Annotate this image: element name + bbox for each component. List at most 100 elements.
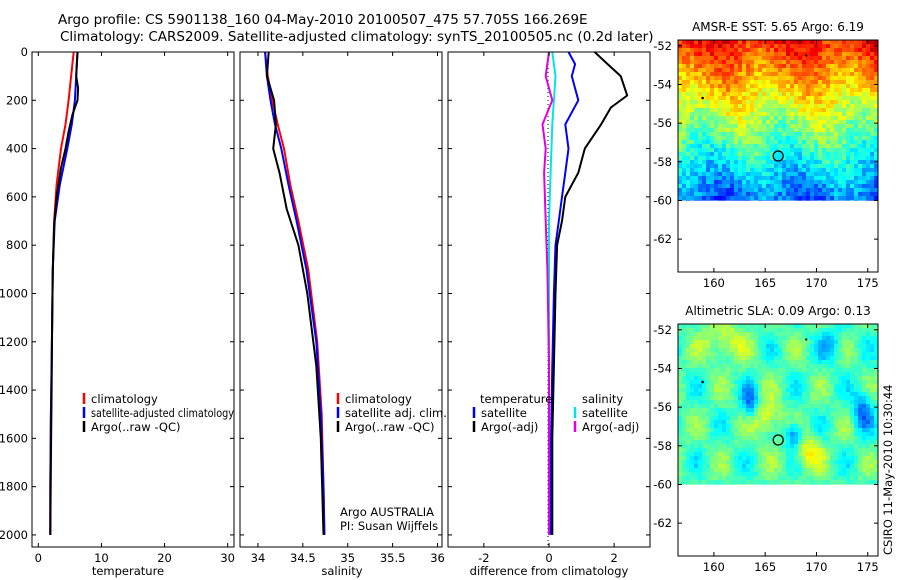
map-cell — [682, 444, 687, 449]
map-cell — [710, 108, 715, 113]
map-cell — [726, 448, 731, 453]
map-cell — [702, 160, 707, 165]
map-cell — [846, 188, 851, 193]
map-cell — [854, 132, 859, 137]
map-cell — [694, 144, 699, 149]
map-cell — [762, 88, 767, 93]
map-cell — [762, 348, 767, 353]
map-cell — [706, 416, 711, 421]
map-cell — [874, 96, 879, 101]
map-cell — [738, 476, 743, 481]
map-cell — [806, 332, 811, 337]
map-cell — [754, 48, 759, 53]
map-cell — [802, 184, 807, 189]
map-cell — [690, 180, 695, 185]
map-cell — [742, 364, 747, 369]
map-cell — [874, 384, 879, 389]
map-cell — [782, 68, 787, 73]
map-cell — [842, 84, 847, 89]
map-cell — [806, 404, 811, 409]
map-cell — [834, 432, 839, 437]
map-cell — [750, 92, 755, 97]
map-cell — [822, 412, 827, 417]
map-cell — [694, 464, 699, 469]
map-cell — [822, 364, 827, 369]
map-cell — [722, 100, 727, 105]
map-cell — [790, 484, 795, 485]
map-cell — [702, 128, 707, 133]
map-cell — [726, 388, 731, 393]
map-cell — [814, 152, 819, 157]
map-cell — [770, 160, 775, 165]
map-cell — [706, 396, 711, 401]
map-cell — [738, 148, 743, 153]
map-cell — [758, 116, 763, 121]
map-cell — [746, 128, 751, 133]
map-cell — [738, 456, 743, 461]
map-cell — [866, 428, 871, 433]
map-cell — [854, 440, 859, 445]
map-cell — [774, 456, 779, 461]
map-cell — [726, 192, 731, 197]
map-cell — [850, 88, 855, 93]
map-cell — [814, 116, 819, 121]
map-cell — [750, 112, 755, 117]
map-cell — [806, 200, 811, 201]
map-cell — [874, 184, 879, 189]
map-cell — [754, 364, 759, 369]
map-cell — [822, 40, 827, 45]
map-cell — [846, 348, 851, 353]
map-cell — [818, 468, 823, 473]
map-cell — [870, 104, 875, 109]
map-cell — [762, 392, 767, 397]
map-cell — [734, 188, 739, 193]
map-cell — [722, 60, 727, 65]
map-cell — [766, 332, 771, 337]
map-cell — [734, 464, 739, 469]
map-cell — [718, 388, 723, 393]
map-cell — [830, 324, 835, 329]
map-cell — [862, 444, 867, 449]
map-cell — [858, 132, 863, 137]
map-cell — [694, 92, 699, 97]
map-cell — [842, 432, 847, 437]
map-cell — [766, 196, 771, 201]
map-cell — [794, 404, 799, 409]
map-cell — [718, 92, 723, 97]
map-cell — [810, 196, 815, 201]
map-cell — [698, 460, 703, 465]
map-cell — [710, 128, 715, 133]
map-cell — [702, 52, 707, 57]
map-cell — [730, 348, 735, 353]
map-cell — [734, 68, 739, 73]
map-cell — [750, 340, 755, 345]
map-cell — [778, 360, 783, 365]
map-cell — [770, 128, 775, 133]
map-cell — [782, 48, 787, 53]
map-cell — [834, 332, 839, 337]
map-cell — [846, 84, 851, 89]
map-cell — [798, 416, 803, 421]
map-cell — [718, 332, 723, 337]
map-cell — [710, 460, 715, 465]
map-cell — [726, 384, 731, 389]
map-cell — [830, 104, 835, 109]
map-cell — [754, 484, 759, 485]
map-cell — [738, 168, 743, 173]
map-cell — [690, 188, 695, 193]
map-cell — [842, 476, 847, 481]
map-cell — [842, 196, 847, 201]
map-cell — [726, 456, 731, 461]
map-cell — [850, 72, 855, 77]
map-cell — [774, 416, 779, 421]
map-cell — [694, 192, 699, 197]
map-cell — [786, 412, 791, 417]
map-cell — [814, 84, 819, 89]
map-cell — [814, 472, 819, 477]
map-cell — [846, 76, 851, 81]
map-cell — [718, 64, 723, 69]
map-cell — [758, 356, 763, 361]
map-cell — [690, 132, 695, 137]
map-cell — [834, 84, 839, 89]
map-cell — [746, 96, 751, 101]
